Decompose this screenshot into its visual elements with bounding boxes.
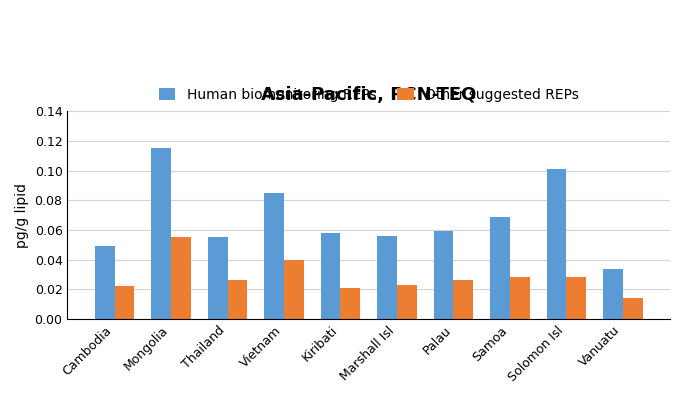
Bar: [208, 237, 227, 319]
Y-axis label: pg/g lipid: pg/g lipid: [15, 183, 29, 248]
Bar: [566, 277, 586, 319]
Bar: [264, 193, 284, 319]
Legend: Human biomonitoring REPs, Other suggested REPs: Human biomonitoring REPs, Other suggeste…: [152, 81, 586, 109]
Bar: [284, 260, 303, 319]
Bar: [171, 237, 191, 319]
Bar: [321, 233, 340, 319]
Bar: [340, 288, 360, 319]
Bar: [547, 169, 566, 319]
Bar: [623, 298, 643, 319]
Bar: [151, 148, 171, 319]
Bar: [603, 269, 623, 319]
Bar: [114, 286, 134, 319]
Bar: [453, 280, 473, 319]
Bar: [227, 280, 247, 319]
Bar: [434, 231, 453, 319]
Bar: [397, 285, 416, 319]
Bar: [510, 277, 530, 319]
Bar: [490, 217, 510, 319]
Bar: [95, 246, 114, 319]
Bar: [377, 236, 397, 319]
Title: Asia-Pacific, PCN-TEQ: Asia-Pacific, PCN-TEQ: [261, 86, 476, 104]
